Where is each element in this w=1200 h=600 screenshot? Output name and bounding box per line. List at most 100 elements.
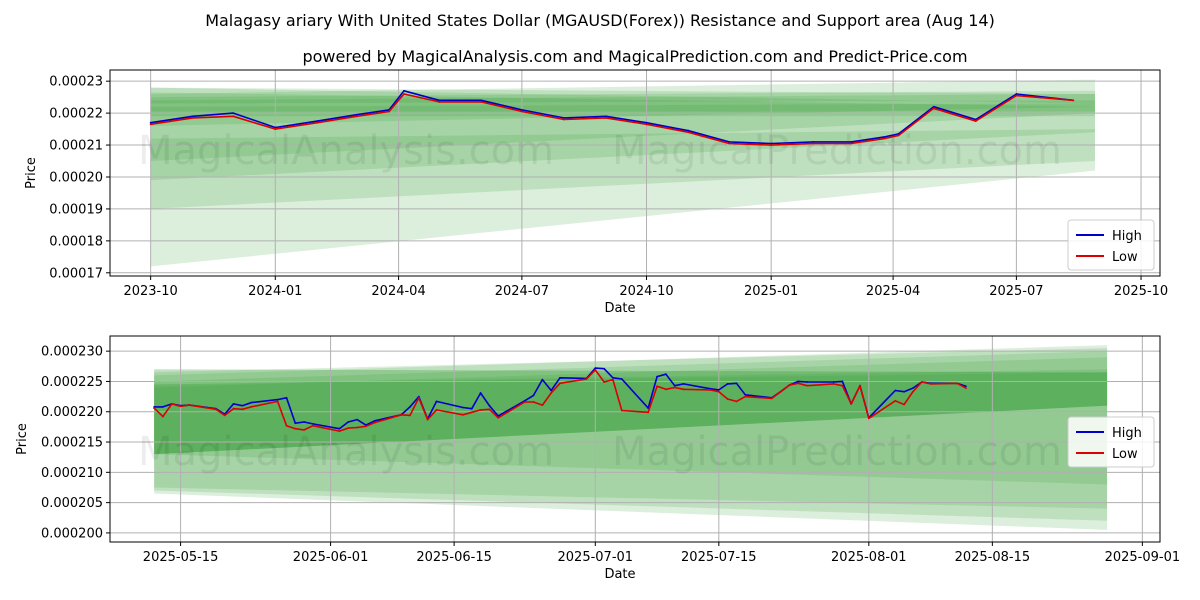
- y-tick-label: 0.000225: [41, 375, 103, 390]
- band-0: [150, 87, 1095, 104]
- series: [153, 367, 967, 433]
- data-point-low: [956, 382, 958, 385]
- data-point-low: [920, 381, 923, 383]
- legend: High Low: [1067, 416, 1155, 468]
- data-point-high: [356, 418, 358, 421]
- data-point-high: [832, 381, 835, 383]
- legend-box: [1067, 416, 1155, 468]
- data-point-high: [1015, 93, 1018, 95]
- data-point-high: [682, 382, 685, 385]
- y-tick-label: 0.00021: [49, 139, 103, 154]
- data-point-low: [728, 142, 731, 145]
- data-point-high: [488, 404, 491, 407]
- data-point-low: [673, 386, 676, 389]
- y-tick-label: 0.000205: [41, 496, 103, 511]
- bottom-chart-panel: 2025-05-15 2025-06-01 2025-06-15 2025-07-01…: [15, 335, 1181, 582]
- x-tick-label: 2025-07: [989, 284, 1043, 299]
- data-point-low: [170, 402, 173, 405]
- y-tick-label: 0.00023: [49, 75, 103, 90]
- plot-frame: [109, 335, 1161, 543]
- x-tick-label: 2024-07: [495, 284, 549, 299]
- data-point-low: [647, 411, 650, 414]
- x-tick-label: 2025-07-15: [681, 550, 757, 565]
- data-point-low: [294, 427, 297, 430]
- data-point-low: [214, 408, 217, 411]
- data-point-high: [435, 400, 438, 403]
- series: [149, 89, 1075, 146]
- data-point-low: [850, 402, 853, 405]
- x-tick-label: 2025-07-01: [558, 550, 634, 565]
- data-point-low: [523, 401, 526, 403]
- data-point-low: [585, 378, 588, 380]
- data-point-high: [687, 129, 690, 132]
- data-point-high: [470, 407, 473, 410]
- data-point-high: [409, 405, 411, 408]
- data-point-low: [620, 409, 623, 412]
- data-point-low: [717, 390, 720, 393]
- data-point-low: [664, 388, 667, 391]
- data-point-low: [850, 142, 852, 145]
- data-point-low: [932, 107, 935, 110]
- data-point-low: [303, 429, 306, 431]
- plot-frame: [109, 69, 1161, 277]
- band-6: [150, 129, 1095, 267]
- data-point-high: [541, 378, 544, 381]
- x-tick-label: 2025-01: [744, 284, 798, 299]
- x-tick-label: 2025-08-01: [831, 550, 907, 565]
- data-point-low: [912, 390, 914, 393]
- grid: [110, 70, 1160, 276]
- data-point-low: [435, 409, 438, 411]
- data-point-low: [480, 101, 483, 103]
- watermark-text: MagicalPrediction.com: [612, 128, 1062, 174]
- data-point-low: [191, 117, 194, 119]
- data-point-low: [403, 93, 405, 95]
- data-point-low: [788, 384, 791, 386]
- data-point-low: [438, 101, 441, 103]
- data-point-low: [603, 381, 606, 383]
- data-point-low: [388, 110, 390, 113]
- data-point-low: [832, 382, 835, 385]
- data-point-high: [903, 390, 906, 393]
- data-point-low: [409, 414, 411, 417]
- figure-subtitle: powered by MagicalAnalysis.com and Magic…: [302, 47, 967, 66]
- data-point-high: [520, 109, 523, 111]
- support-resistance-bands: [150, 79, 1095, 267]
- data-point-low: [897, 134, 900, 137]
- legend-label-high: High: [1112, 229, 1142, 244]
- data-point-high: [964, 385, 967, 388]
- data-point-high: [479, 392, 482, 394]
- data-point-high: [932, 105, 935, 108]
- data-point-high: [438, 99, 441, 102]
- watermark-text: MagicalAnalysis.com: [138, 429, 554, 475]
- data-point-low: [1015, 94, 1018, 97]
- data-point-low: [417, 396, 420, 399]
- data-point-high: [347, 421, 350, 423]
- data-point-low: [929, 382, 932, 385]
- data-point-high: [338, 427, 341, 430]
- data-point-high: [276, 398, 279, 401]
- data-point-low: [594, 369, 597, 371]
- x-tick-label: 2025-10: [1114, 284, 1168, 299]
- x-tick-label: 2024-10: [619, 284, 673, 299]
- data-point-high: [673, 384, 676, 387]
- data-point-low: [770, 397, 773, 400]
- data-point-high: [373, 419, 376, 422]
- data-point-low: [903, 403, 906, 406]
- data-point-low: [812, 142, 815, 145]
- data-point-high: [744, 393, 747, 396]
- y-axis-label: Price: [15, 423, 30, 455]
- data-point-low: [232, 115, 235, 118]
- data-point-low: [841, 384, 844, 387]
- data-point-low: [612, 378, 614, 381]
- data-point-high: [726, 382, 729, 385]
- data-point-low: [726, 398, 729, 400]
- data-point-low: [276, 400, 279, 403]
- data-point-low: [559, 382, 561, 385]
- data-point-high: [149, 121, 152, 124]
- data-point-low: [149, 123, 152, 126]
- data-point-low: [541, 404, 544, 406]
- data-point-high: [312, 422, 314, 425]
- y-tick-label: 0.000220: [41, 405, 103, 420]
- data-point-high: [604, 115, 607, 118]
- x-tick-label: 2025-09-01: [1105, 550, 1181, 565]
